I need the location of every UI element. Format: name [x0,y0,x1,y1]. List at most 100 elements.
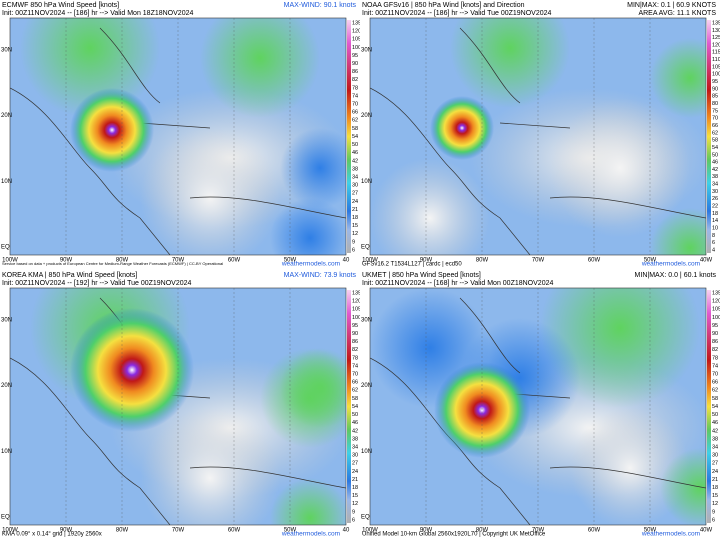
colorbar-label: 58 [352,396,358,402]
colorbar-label: 120 [352,29,361,35]
colorbar-label: 70 [712,116,718,122]
colorbar-label: 100 [712,72,720,78]
wind-field [570,408,690,525]
footer-site: weathermodels.com [281,531,340,538]
colorbar-label: 12 [712,501,718,507]
wind-field [660,448,706,525]
colorbar-label: 95 [352,53,358,59]
lon-label: 40W [700,258,713,264]
hurricane [70,88,154,172]
colorbar-label: 22 [712,204,718,210]
lat-label: 20N [1,113,12,119]
map-frame [9,17,347,256]
lon-label: 40 [343,258,350,264]
colorbar-label: 105 [352,37,361,43]
map-layers [10,18,346,255]
lon-label: 60W [228,258,241,264]
lon-label: 80W [476,528,489,534]
colorbar-label: 6 [712,240,715,246]
colorbar-label: 120 [352,299,361,305]
lon-label: 50W [644,528,657,534]
lon-label: 50W [644,258,657,264]
coastline [370,87,531,255]
lon-label: 70W [532,258,545,264]
coastline [10,87,171,255]
lat-label: 30N [1,48,12,54]
colorbar-label: 27 [352,461,358,467]
hurricane [70,308,194,432]
footer-site: weathermodels.com [641,531,700,538]
colorbar-label: 78 [352,85,358,91]
colorbar [707,290,711,523]
colorbar-label: 74 [352,93,358,99]
colorbar-label: 6 [352,247,355,253]
colorbar-label: 27 [352,191,358,197]
colorbar-label: 82 [712,347,718,353]
colorbar-label: 100 [352,315,361,321]
wind-field [270,198,346,255]
lon-label: 90W [60,528,73,534]
colorbar-label: 54 [352,134,358,140]
map-frame [9,287,347,526]
colorbar-label: 54 [712,404,718,410]
colorbar-label: 90 [712,331,718,337]
colorbar-label: 135 [352,290,361,296]
colorbar [347,20,351,253]
colorbar-label: 95 [712,79,718,85]
wind-field [450,18,570,108]
colorbar-label: 15 [352,223,358,229]
colorbar-label: 12 [352,231,358,237]
colorbar-label: 50 [352,142,358,148]
lon-label: 100W [362,258,378,264]
colorbar-label: 70 [352,102,358,108]
hurricane [430,96,494,160]
colorbar-label: 105 [352,307,361,313]
colorbar-label: 9 [712,509,715,515]
map-layers [10,288,346,525]
model-panel: UKMET | 850 hPa Wind Speed [knots] MIN|MA… [360,270,720,539]
colorbar-label: 130 [712,28,720,34]
panel-right-title: MAX-WIND: 73.9 knots [284,272,357,279]
colorbar-label: 46 [712,160,718,166]
colorbar-label: 75 [712,108,718,114]
colorbar-label: 30 [712,189,718,195]
footer-site: weathermodels.com [281,261,340,268]
colorbar-label: 6 [352,517,355,523]
colorbar-label: 4 [712,247,715,253]
model-panel: KOREA KMA | 850 hPa Wind Speed [knots] MA… [0,270,361,539]
colorbar-label: 66 [352,380,358,386]
panel-title: KOREA KMA | 850 hPa Wind Speed [knots] [2,272,137,279]
colorbar-label: 42 [352,428,358,434]
footer-source: Service based on data + products of Euro… [2,261,223,266]
map-layers [370,288,706,525]
init-line: Init: 00Z11NOV2024 -- [168] hr --> Valid… [362,280,553,287]
colorbar-label: 110 [712,57,720,63]
lon-label: 90W [420,258,433,264]
colorbar-label: 105 [712,307,720,313]
area-avg: AREA AVG: 11.1 KNOTS [638,10,716,17]
colorbar-label: 18 [352,215,358,221]
wind-field [550,98,690,238]
lon-label: 60W [588,528,601,534]
map-frame [369,17,707,256]
model-panel: NOAA GFSv16 | 850 hPa Wind [knots] and D… [360,0,720,269]
colorbar-label: 74 [352,363,358,369]
wind-field [140,128,280,255]
wind-field [280,128,346,208]
lat-label: 20N [1,383,12,389]
colorbar-label: 38 [712,436,718,442]
colorbar-label: 58 [712,138,718,144]
lon-label: 70W [172,528,185,534]
colorbar-label: 58 [352,126,358,132]
colorbar-label: 66 [352,110,358,116]
lon-label: 60W [588,258,601,264]
lon-label: 50W [284,258,297,264]
init-line: Init: 00Z11NOV2024 -- [192] hr --> Valid… [2,280,192,287]
panel-right-title: MIN|MAX: 0.1 | 60.9 KNOTS [627,2,716,9]
colorbar-label: 95 [352,323,358,329]
panel-title: ECMWF 850 hPa Wind Speed [knots] [2,2,119,9]
colorbar-label: 135 [712,290,720,296]
colorbar-label: 6 [712,517,715,523]
coastline [459,27,706,219]
